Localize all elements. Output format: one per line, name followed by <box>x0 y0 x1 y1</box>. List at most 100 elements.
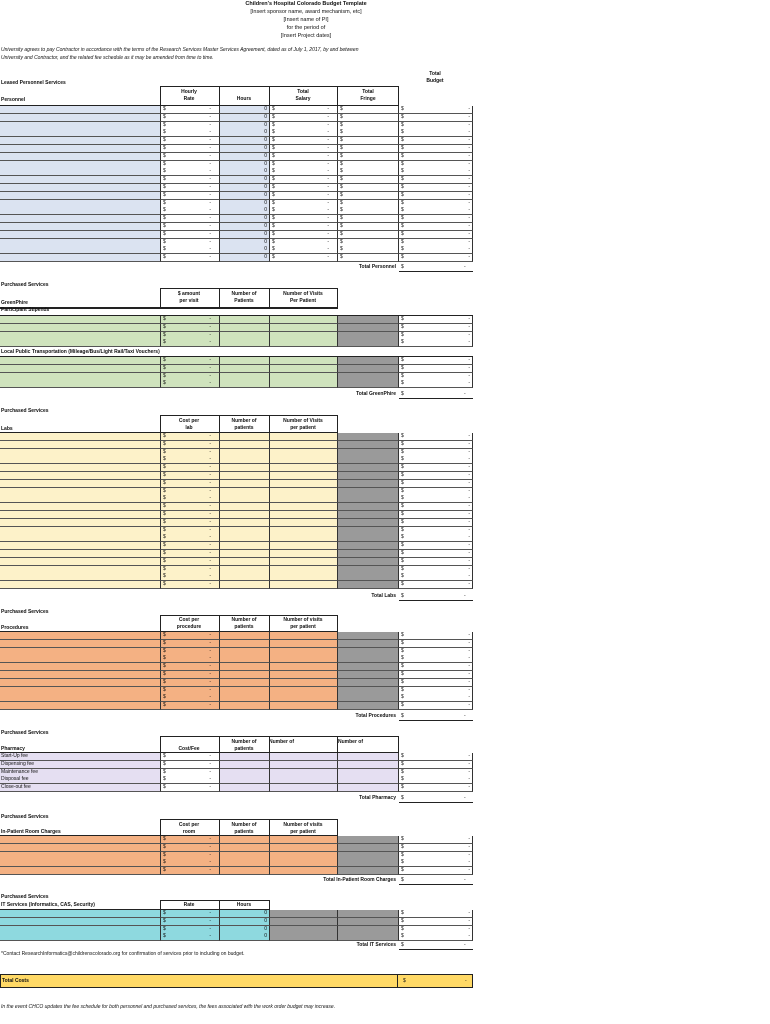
greenphire-item-cell[interactable] <box>0 364 161 373</box>
amount-cell[interactable]: $ - <box>161 331 220 340</box>
patients-cell[interactable] <box>220 859 270 868</box>
rate-cell[interactable]: $ - <box>161 925 220 934</box>
patients-cell[interactable] <box>220 511 270 519</box>
cost-cell[interactable]: $ - <box>161 851 220 860</box>
lab-name-cell[interactable] <box>0 542 161 551</box>
procedure-name-cell[interactable] <box>0 639 161 648</box>
room-name-cell[interactable] <box>0 867 161 876</box>
patients-cell[interactable] <box>220 760 270 769</box>
hourly-rate-cell[interactable]: $ - <box>161 137 220 146</box>
num-cell[interactable] <box>270 784 338 793</box>
hours-cell[interactable]: 0 <box>220 230 270 239</box>
personnel-name-cell[interactable] <box>0 238 161 247</box>
patients-cell[interactable] <box>220 357 270 365</box>
lab-name-cell[interactable] <box>0 511 161 519</box>
procedure-name-cell[interactable] <box>0 702 161 711</box>
visits-cell[interactable] <box>270 639 338 648</box>
it-service-cell[interactable] <box>0 910 161 918</box>
visits-cell[interactable] <box>270 542 338 551</box>
visits-cell[interactable] <box>270 372 338 381</box>
patients-cell[interactable] <box>220 331 270 340</box>
patients-cell[interactable] <box>220 495 270 504</box>
cost-cell[interactable]: $ - <box>161 511 220 519</box>
patients-cell[interactable] <box>220 663 270 672</box>
visits-cell[interactable] <box>270 464 338 473</box>
personnel-name-cell[interactable] <box>0 199 161 208</box>
lab-name-cell[interactable] <box>0 448 161 457</box>
cost-cell[interactable]: $ - <box>161 867 220 876</box>
patients-cell[interactable] <box>220 316 270 324</box>
patients-cell[interactable] <box>220 542 270 551</box>
pharmacy-item-cell[interactable]: Start-Up fee <box>0 753 161 761</box>
lab-name-cell[interactable] <box>0 495 161 504</box>
hourly-rate-cell[interactable]: $ - <box>161 113 220 122</box>
hourly-rate-cell[interactable]: $ - <box>161 246 220 255</box>
room-name-cell[interactable] <box>0 843 161 852</box>
hours-cell[interactable]: 0 <box>220 113 270 122</box>
hourly-rate-cell[interactable]: $ - <box>161 129 220 138</box>
visits-cell[interactable] <box>270 836 338 844</box>
patients-cell[interactable] <box>220 464 270 473</box>
lab-name-cell[interactable] <box>0 573 161 582</box>
cost-cell[interactable]: $ - <box>161 503 220 512</box>
hourly-rate-cell[interactable]: $ - <box>161 145 220 153</box>
patients-cell[interactable] <box>220 380 270 389</box>
personnel-name-cell[interactable] <box>0 129 161 138</box>
greenphire-item-cell[interactable] <box>0 380 161 389</box>
cost-cell[interactable]: $ - <box>161 495 220 504</box>
personnel-name-cell[interactable] <box>0 106 161 114</box>
cost-cell[interactable]: $ - <box>161 557 220 566</box>
lab-name-cell[interactable] <box>0 472 161 480</box>
hourly-rate-cell[interactable]: $ - <box>161 215 220 224</box>
visits-cell[interactable] <box>270 316 338 324</box>
cost-cell[interactable]: $ - <box>161 581 220 590</box>
visits-cell[interactable] <box>270 859 338 868</box>
cost-cell[interactable]: $ - <box>161 655 220 664</box>
cost-cell[interactable]: $ - <box>161 859 220 868</box>
cost-cell[interactable]: $ - <box>161 663 220 672</box>
pharmacy-item-cell[interactable]: Dispensing fee <box>0 760 161 769</box>
patients-cell[interactable] <box>220 836 270 844</box>
num-cell[interactable] <box>338 784 399 793</box>
visits-cell[interactable] <box>270 511 338 519</box>
hourly-rate-cell[interactable]: $ - <box>161 168 220 177</box>
hours-cell[interactable]: 0 <box>220 246 270 255</box>
amount-cell[interactable]: $ - <box>161 357 220 365</box>
cost-cell[interactable]: $ - <box>161 534 220 543</box>
pharmacy-item-cell[interactable]: Close-out fee <box>0 784 161 793</box>
patients-cell[interactable] <box>220 456 270 465</box>
patients-cell[interactable] <box>220 479 270 488</box>
patients-cell[interactable] <box>220 472 270 480</box>
hours-cell[interactable]: 0 <box>220 223 270 231</box>
visits-cell[interactable] <box>270 456 338 465</box>
num-cell[interactable] <box>270 760 338 769</box>
amount-cell[interactable]: $ - <box>161 364 220 373</box>
hours-cell[interactable]: 0 <box>220 168 270 177</box>
hourly-rate-cell[interactable]: $ - <box>161 160 220 169</box>
lab-name-cell[interactable] <box>0 565 161 574</box>
hours-cell[interactable]: 0 <box>220 199 270 208</box>
visits-cell[interactable] <box>270 503 338 512</box>
visits-cell[interactable] <box>270 448 338 457</box>
lab-name-cell[interactable] <box>0 550 161 558</box>
patients-cell[interactable] <box>220 632 270 640</box>
visits-cell[interactable] <box>270 487 338 496</box>
patients-cell[interactable] <box>220 843 270 852</box>
personnel-name-cell[interactable] <box>0 207 161 216</box>
amount-cell[interactable]: $ - <box>161 372 220 381</box>
visits-cell[interactable] <box>270 339 338 348</box>
visits-cell[interactable] <box>270 479 338 488</box>
it-service-cell[interactable] <box>0 933 161 942</box>
hourly-rate-cell[interactable]: $ - <box>161 223 220 231</box>
fee-cell[interactable]: $ - <box>161 768 220 777</box>
hours-cell[interactable]: 0 <box>220 910 270 918</box>
visits-cell[interactable] <box>270 357 338 365</box>
cost-cell[interactable]: $ - <box>161 472 220 480</box>
num-cell[interactable] <box>270 753 338 761</box>
procedure-name-cell[interactable] <box>0 632 161 640</box>
patients-cell[interactable] <box>220 573 270 582</box>
procedure-name-cell[interactable] <box>0 663 161 672</box>
hours-cell[interactable]: 0 <box>220 191 270 200</box>
patients-cell[interactable] <box>220 448 270 457</box>
hours-cell[interactable]: 0 <box>220 129 270 138</box>
